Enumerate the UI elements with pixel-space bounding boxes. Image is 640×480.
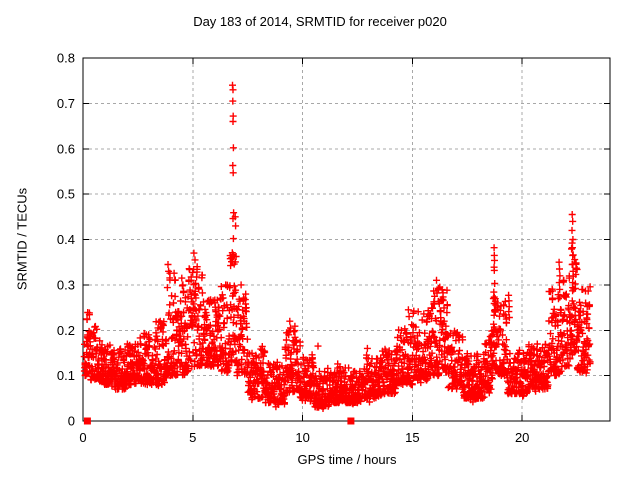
y-tick-label: 0.6	[57, 141, 75, 156]
y-tick-label: 0.8	[57, 51, 75, 66]
x-tick-label: 15	[405, 430, 419, 445]
y-tick-label: 0.2	[57, 323, 75, 338]
y-tick-label: 0	[68, 414, 75, 429]
y-tick-label: 0.4	[57, 232, 75, 247]
x-tick-label: 5	[189, 430, 196, 445]
y-tick-label: 0.1	[57, 368, 75, 383]
zero-point-marker	[83, 417, 91, 425]
zero-point-marker	[347, 417, 355, 425]
x-tick-label: 0	[79, 430, 86, 445]
chart-title: Day 183 of 2014, SRMTID for receiver p02…	[193, 14, 447, 29]
x-tick-label: 20	[515, 430, 529, 445]
grid-lines	[83, 58, 610, 421]
y-tick-label: 0.5	[57, 187, 75, 202]
x-axis-label: GPS time / hours	[297, 452, 397, 467]
x-tick-label: 10	[295, 430, 309, 445]
y-tick-label: 0.3	[57, 277, 75, 292]
scatter-points	[80, 81, 594, 412]
y-tick-label: 0.7	[57, 96, 75, 111]
